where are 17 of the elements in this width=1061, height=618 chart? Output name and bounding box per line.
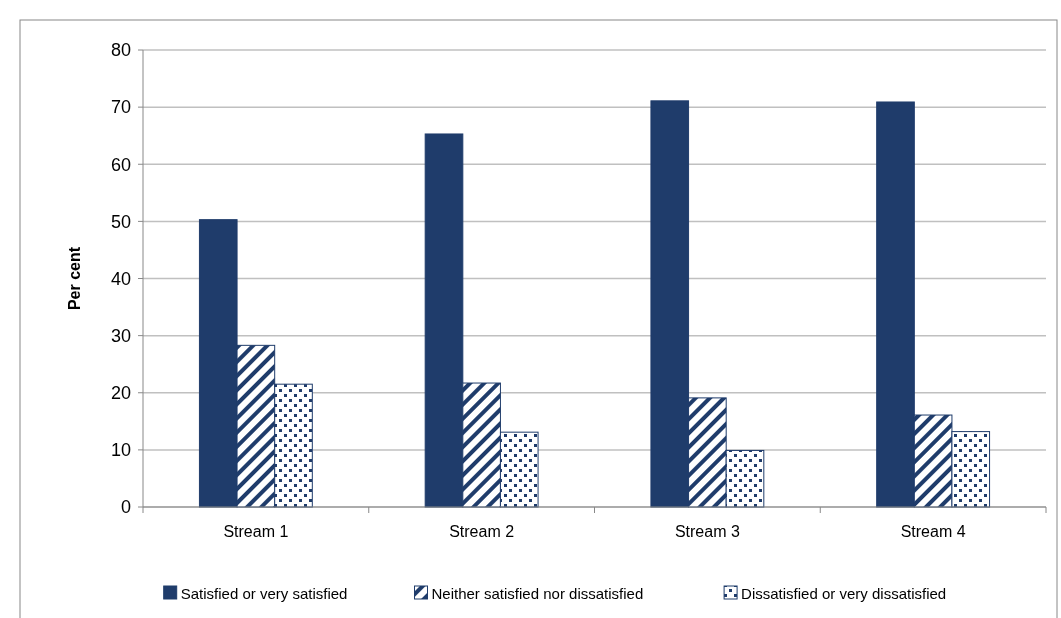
y-tick-label: 50 — [110, 211, 131, 232]
y-tick-label: 80 — [110, 40, 131, 61]
y-tick-label: 70 — [110, 97, 131, 118]
legend-label: Dissatisfied or very dissatisfied — [741, 585, 947, 603]
y-tick-label: 20 — [110, 383, 131, 404]
y-tick-label: 60 — [110, 154, 131, 175]
x-tick-label: Stream 2 — [449, 523, 515, 540]
y-tick-label: 40 — [110, 268, 131, 289]
y-tick-label: 30 — [110, 325, 131, 346]
y-tick-label: 0 — [120, 497, 131, 518]
x-tick-label: Stream 3 — [674, 523, 740, 540]
legend-label: Neither satisfied nor dissatisfied — [431, 585, 644, 603]
x-tick-label: Stream 4 — [900, 523, 966, 540]
legend-label: Satisfied or very satisfied — [180, 585, 348, 603]
x-tick-label: Stream 1 — [223, 523, 289, 540]
y-tick-label: 10 — [110, 440, 131, 461]
y-axis-title: Per cent — [66, 246, 83, 311]
